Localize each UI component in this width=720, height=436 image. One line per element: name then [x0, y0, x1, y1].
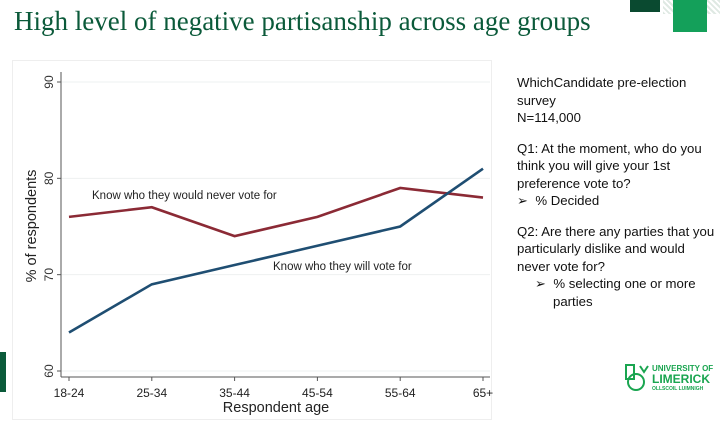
y-tick-label: 90 — [42, 75, 56, 89]
x-tick-label: 55-64 — [385, 386, 416, 400]
bullet-icon: ➢ — [535, 276, 547, 291]
x-axis-title: Respondent age — [223, 400, 329, 416]
x-tick-label: 25-34 — [136, 386, 167, 400]
y-tick-label: 60 — [42, 364, 56, 378]
left-accent-bar — [0, 352, 6, 392]
y-tick-label: 70 — [42, 268, 56, 282]
chart-frame — [12, 60, 492, 420]
x-tick-label: 65+ — [473, 386, 493, 400]
series-label: Know who they would never vote for — [92, 190, 277, 202]
corner-decoration — [630, 0, 660, 12]
x-tick-label: 35-44 — [219, 386, 250, 400]
side-notes: WhichCandidate pre-election survey N=114,… — [517, 74, 717, 323]
sample-size: N=114,000 — [517, 110, 581, 125]
q2-bullet: % selecting one or more parties — [553, 276, 696, 309]
q1-bullet: % Decided — [535, 193, 600, 208]
series-line — [68, 167, 484, 334]
logo-line1: UNIVERSITY OF — [652, 364, 714, 373]
slide-title: High level of negative partisanship acro… — [14, 6, 591, 36]
x-tick-label: 45-54 — [302, 386, 333, 400]
q1-text: Q1: At the moment, who do you think you … — [517, 140, 702, 191]
y-tick-label: 80 — [42, 171, 56, 185]
corner-decoration — [673, 0, 707, 32]
x-tick-label: 18-24 — [54, 386, 85, 400]
bullet-icon: ➢ — [517, 193, 529, 208]
logo-crest-icon — [625, 364, 649, 391]
y-axis-title: % of respondents — [24, 170, 40, 283]
series-line — [68, 186, 484, 238]
q2-text: Q2: Are there any parties that you parti… — [517, 223, 715, 274]
survey-label: WhichCandidate pre-election survey — [517, 75, 687, 108]
logo-line2: LIMERICK — [652, 372, 710, 386]
series-label: Know who they will vote for — [273, 261, 412, 273]
logo-line3: OLLSCOIL LUIMNIGH — [652, 386, 704, 392]
